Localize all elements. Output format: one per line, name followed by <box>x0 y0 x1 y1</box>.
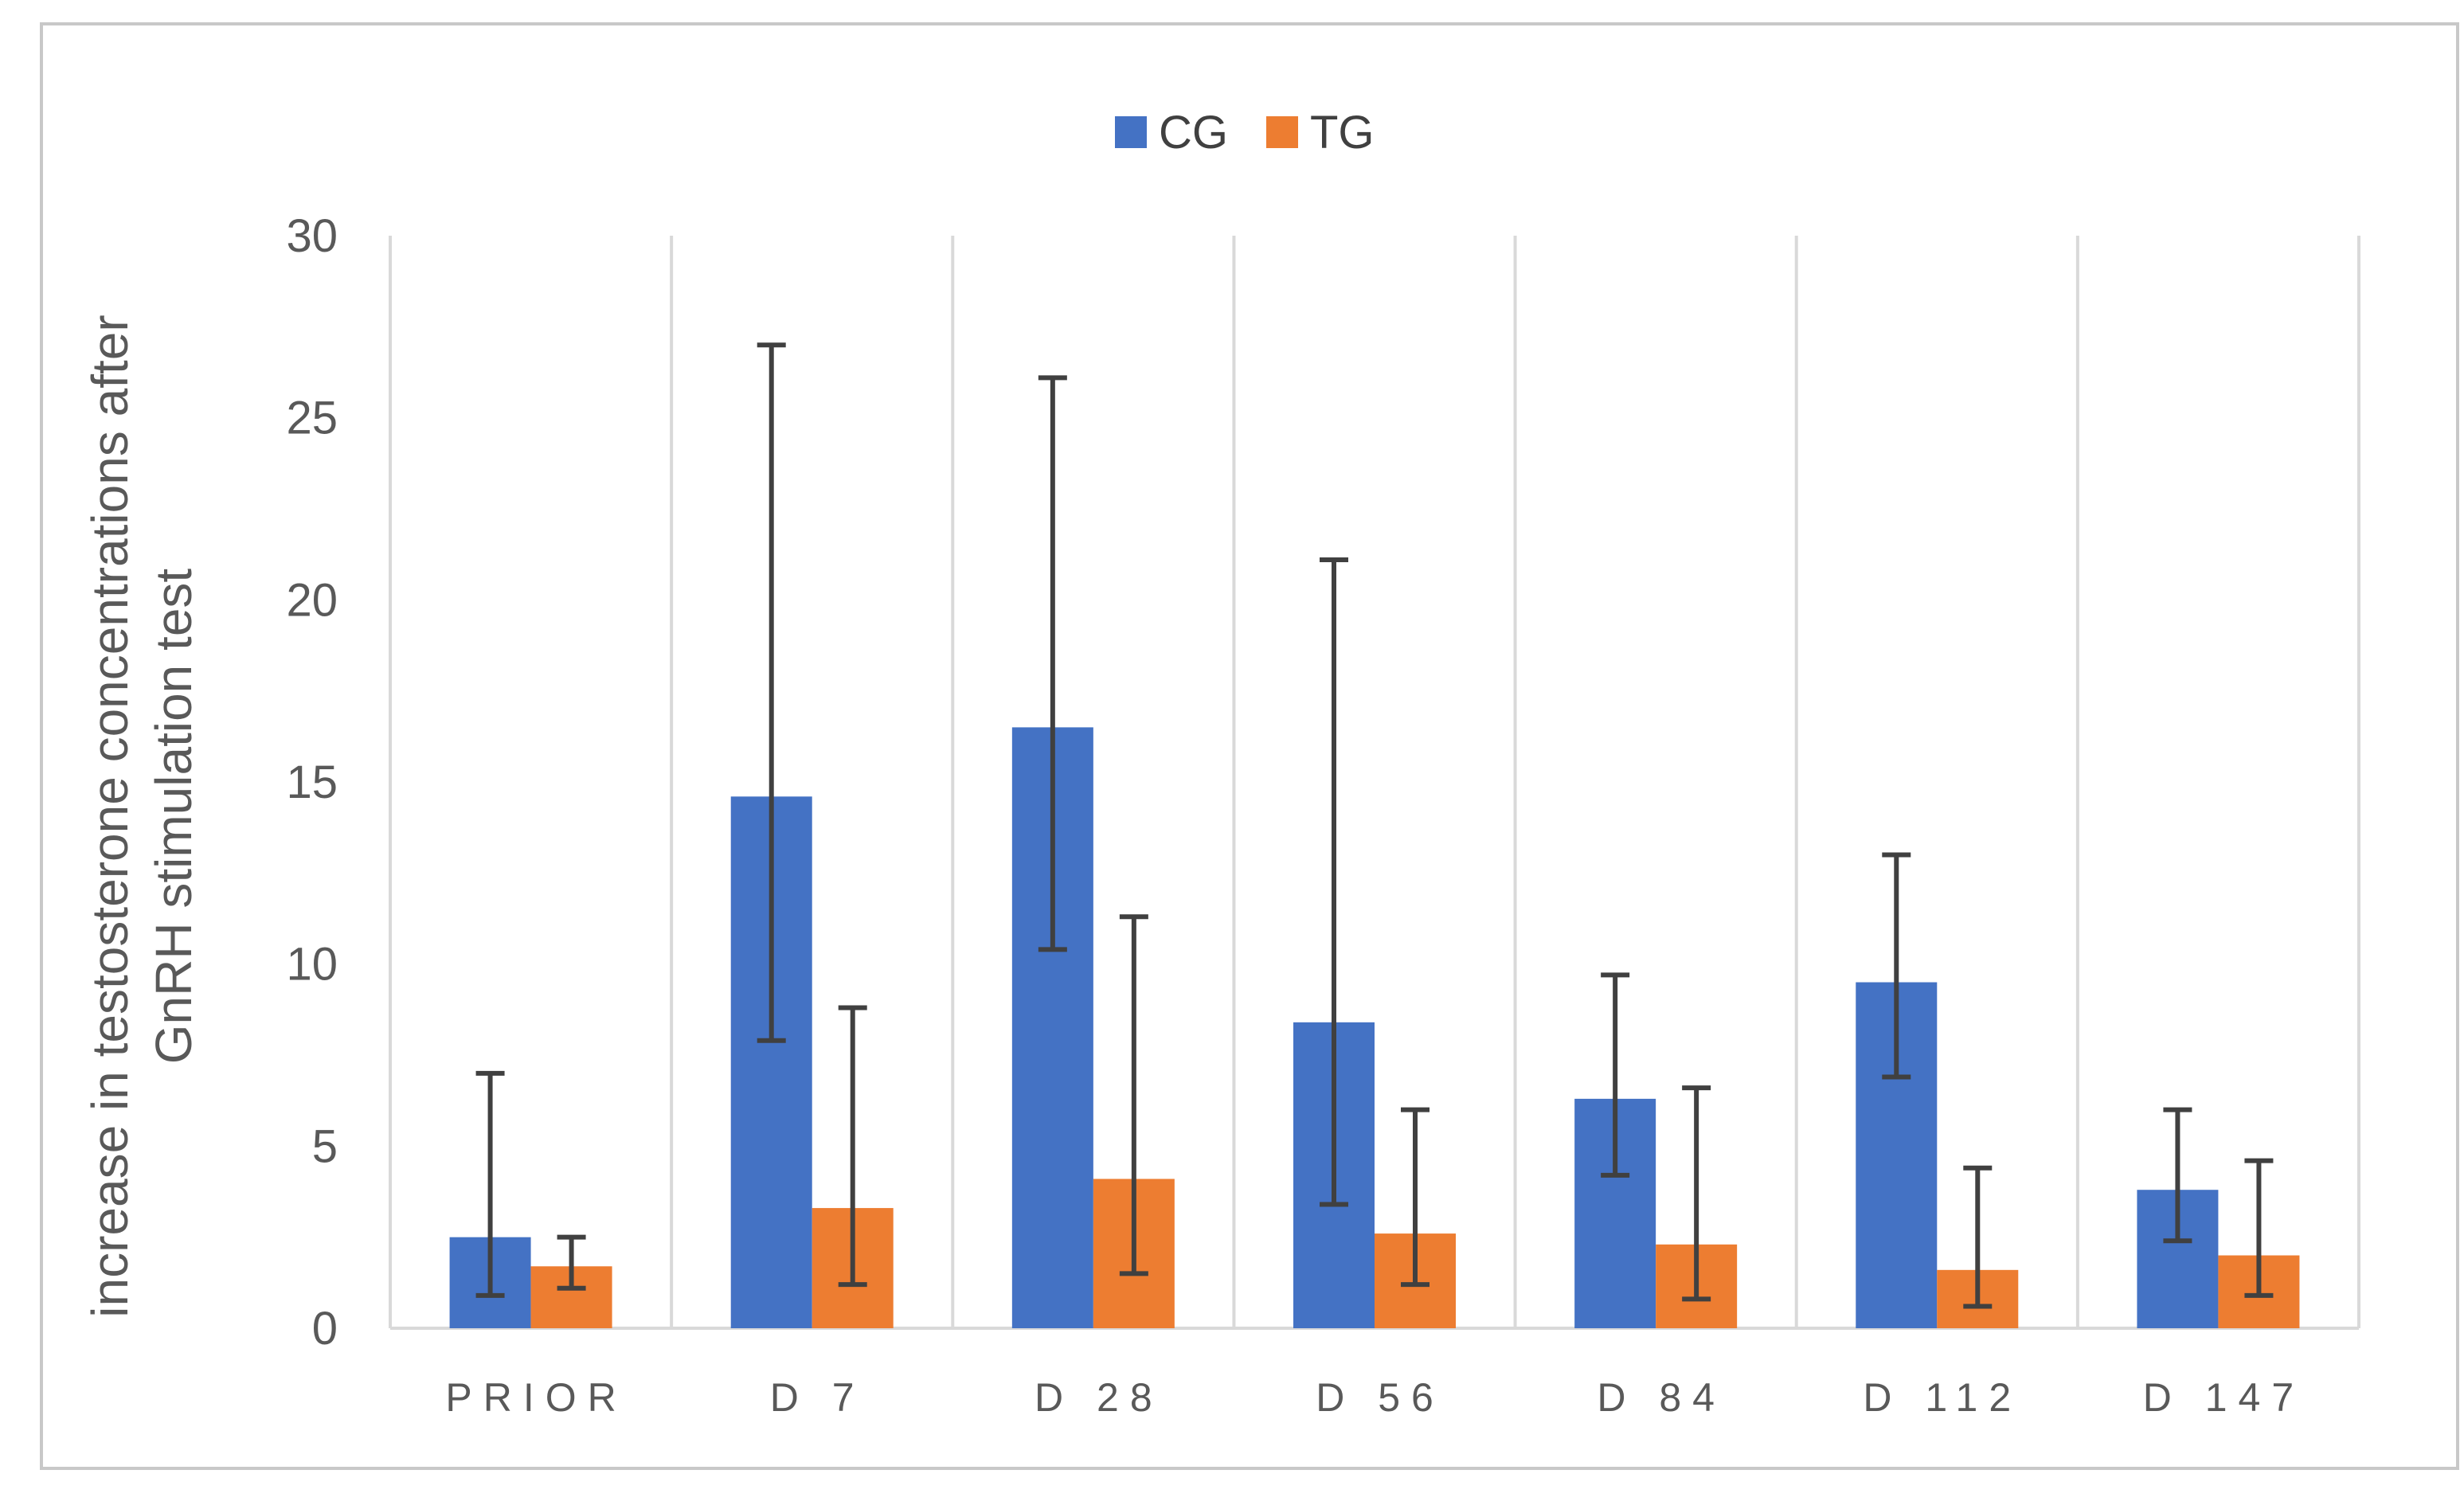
x-tick-d-84: D 84 <box>1597 1375 1726 1420</box>
y-tick-20: 20 <box>286 574 338 626</box>
legend-swatch-tg <box>1266 116 1298 148</box>
legend-label-tg: TG <box>1310 107 1375 158</box>
x-tick-prior: PRIOR <box>445 1375 627 1420</box>
x-tick-d-28: D 28 <box>1034 1375 1164 1420</box>
y-tick-10: 10 <box>286 939 338 991</box>
y-axis-label-line-1: increase in testosterone concentrations … <box>81 315 139 1317</box>
legend-swatch-cg <box>1115 116 1147 148</box>
plot-area: 0 5 10 15 20 25 30 PRIOR D 7 D 28 D 56 D 84 D 112 D 1… <box>286 210 2360 1420</box>
x-tick-d-147: D 147 <box>2143 1375 2305 1420</box>
legend: CG TG <box>1115 107 1375 158</box>
y-axis-label: increase in testosterone concentrations … <box>81 315 202 1317</box>
x-tick-d-112: D 112 <box>1863 1375 2022 1420</box>
x-tick-d-56: D 56 <box>1316 1375 1445 1420</box>
y-tick-5: 5 <box>312 1120 338 1172</box>
y-tick-0: 0 <box>312 1303 338 1354</box>
y-tick-30: 30 <box>286 210 338 262</box>
legend-label-cg: CG <box>1159 107 1228 158</box>
y-axis-label-line-2: GnRH stimulation test <box>145 569 202 1065</box>
chart-frame <box>40 22 2459 1470</box>
y-tick-25: 25 <box>286 393 338 444</box>
y-tick-15: 15 <box>286 756 338 808</box>
x-tick-d-7: D 7 <box>770 1375 866 1420</box>
